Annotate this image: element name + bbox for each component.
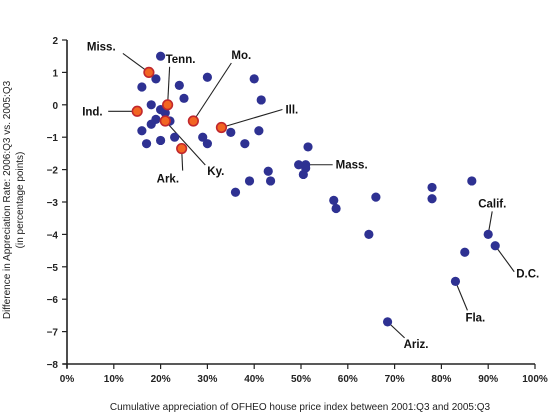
highlighted-data-point [143, 66, 155, 78]
leader-line [454, 281, 468, 311]
y-tick-label: −2 [47, 166, 59, 177]
data-point [427, 182, 437, 193]
data-point [156, 51, 166, 61]
y-axis-title-line-1: Difference in Appreciation Rate: 2006:Q3… [2, 80, 13, 319]
x-axis-title: Cumulative appreciation of OFHEO house p… [110, 402, 491, 413]
highlighted-data-point [215, 121, 228, 134]
highlighted-data-point [176, 142, 188, 155]
data-point [331, 203, 341, 214]
data-point [240, 139, 250, 149]
data-point [146, 100, 156, 110]
highlighted-data-point [159, 115, 171, 127]
point-label: Ky. [207, 166, 224, 178]
data-point [427, 194, 437, 204]
x-tick-label: 30% [197, 374, 217, 385]
point-label: Calif. [478, 198, 506, 210]
data-point [254, 126, 264, 136]
leader-lines [108, 52, 515, 339]
y-tick-label: −6 [47, 295, 59, 306]
data-point [249, 74, 259, 84]
data-point [174, 80, 184, 90]
data-point [265, 176, 276, 186]
point-label: Miss. [87, 41, 116, 53]
data-point [226, 127, 236, 137]
data-point [301, 160, 311, 170]
leader-line [167, 66, 171, 105]
point-label: Ariz. [404, 339, 429, 351]
data-point [483, 229, 493, 239]
x-tick-label: 50% [291, 374, 311, 385]
data-point [329, 195, 339, 205]
x-tick-label: 20% [151, 374, 171, 385]
x-tick-label: 10% [104, 374, 124, 385]
data-point [256, 95, 266, 105]
data-point [244, 176, 255, 186]
y-tick-label: 1 [52, 68, 58, 79]
point-labels: Miss. Tenn. Mo. Ind. Ill. Ky. Ark. Mass. Calif. D… [82, 41, 539, 350]
data-point [382, 317, 393, 327]
y-tick-label: −7 [47, 328, 59, 339]
point-label: Ill. [285, 104, 298, 116]
data-point [146, 119, 156, 129]
data-point [198, 132, 208, 142]
data-point [202, 72, 212, 82]
data-point [202, 139, 212, 149]
x-tick-label: 40% [244, 374, 264, 385]
axes [63, 40, 535, 368]
point-label: Ind. [82, 106, 102, 118]
leader-line [494, 245, 515, 273]
highlighted-data-point [187, 115, 199, 127]
leader-line [221, 108, 283, 129]
point-label: Tenn. [166, 54, 196, 66]
data-point [467, 176, 477, 186]
point-label: Mo. [231, 50, 251, 62]
point-label: Mass. [336, 160, 368, 172]
x-tick-label: 0% [60, 374, 75, 385]
point-label: Ark. [157, 174, 179, 186]
leader-line [192, 62, 232, 122]
data-point [179, 93, 189, 103]
y-tick-label: −1 [47, 133, 59, 144]
data-points [131, 51, 500, 327]
y-axis-title: Difference in Appreciation Rate: 2006:Q3… [2, 80, 26, 319]
y-tick-label: −4 [47, 230, 59, 241]
x-tick-label: 90% [478, 374, 498, 385]
y-axis-title-line-2: (in percentage points) [15, 152, 26, 249]
highlighted-data-point [131, 105, 143, 117]
point-label: D.C. [516, 269, 539, 281]
data-point [294, 160, 304, 170]
data-point [156, 135, 166, 146]
data-point [460, 247, 470, 257]
highlighted-data-point [162, 99, 174, 111]
data-point [151, 74, 161, 84]
data-point [137, 82, 147, 92]
data-point [364, 229, 374, 239]
y-tick-label: 2 [52, 36, 58, 47]
y-tick-label: −3 [47, 198, 59, 209]
data-point [490, 241, 500, 251]
data-point [263, 166, 273, 176]
y-tick-label: −5 [47, 263, 59, 274]
x-tick-label: 70% [385, 374, 405, 385]
ticks: 0% 10% 20% 30% 40% 50% 60% 70% 80% 90% 100% 2 1 0 −1 −2… [47, 36, 548, 385]
x-tick-label: 100% [522, 374, 548, 385]
x-tick-label: 80% [431, 374, 451, 385]
x-tick-label: 60% [338, 374, 358, 385]
data-point [137, 126, 147, 136]
data-point [303, 142, 313, 152]
data-point [141, 139, 152, 149]
data-point [170, 132, 180, 142]
leader-line [164, 120, 206, 166]
data-point [230, 187, 241, 197]
data-point [450, 276, 461, 286]
data-point [371, 192, 381, 202]
y-tick-label: 0 [52, 101, 58, 112]
point-label: Fla. [465, 312, 485, 324]
y-tick-label: −8 [47, 360, 59, 371]
